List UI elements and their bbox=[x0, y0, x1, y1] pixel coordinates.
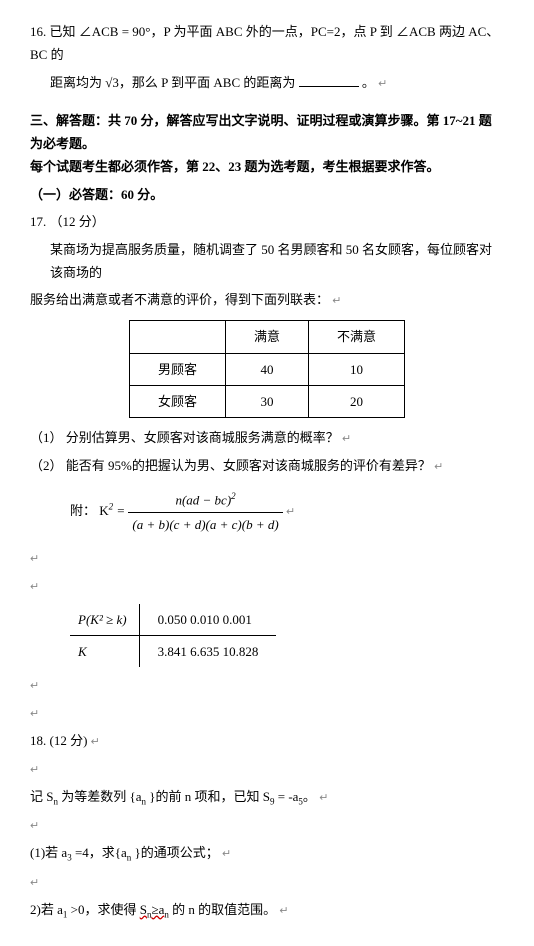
table-cell: 30 bbox=[225, 385, 308, 417]
num-text: n(ad − bc) bbox=[175, 492, 231, 507]
q17-q1-text: （1） 分别估算男、女顾客对该商城服务满意的概率？ bbox=[30, 430, 339, 445]
sup-2: 2 bbox=[109, 502, 114, 512]
q18-p1c: }的前 n 项和，已知 S bbox=[149, 789, 270, 804]
table-cell: 0.050 0.010 0.001 bbox=[139, 604, 276, 636]
q18-head-text: 18. (12 分) bbox=[30, 733, 87, 748]
num-sq: 2 bbox=[231, 491, 236, 501]
q16-blank bbox=[299, 73, 359, 87]
q16-period: 。 bbox=[362, 75, 375, 90]
return-mark-icon: ↵ bbox=[222, 848, 231, 860]
q16-line1: 16. 已知 ∠ACB = 90°，P 为平面 ABC 外的一点，PC=2，点 … bbox=[30, 20, 504, 67]
sub-n: n bbox=[127, 853, 132, 863]
return-mark-icon: ↵ bbox=[30, 708, 39, 720]
return-mark-icon: ↵ bbox=[30, 553, 39, 565]
table-cell: K bbox=[70, 635, 139, 667]
q17-p1: 某商场为提高服务质量，随机调查了 50 名男顾客和 50 名女顾客，每位顾客对该… bbox=[30, 238, 504, 285]
q18-p1a: 记 S bbox=[30, 789, 53, 804]
table-cell: 女顾客 bbox=[129, 385, 225, 417]
return-mark-icon: ↵ bbox=[30, 820, 39, 832]
chi-square-table: P(K² ≥ k) 0.050 0.010 0.001 K 3.841 6.63… bbox=[70, 604, 276, 668]
sub-n: n bbox=[164, 909, 169, 919]
sec3-req: （一）必答题：60 分。 bbox=[30, 187, 163, 202]
k-label: K bbox=[78, 644, 87, 659]
q17-q2-text: （2） 能否有 95%的把握认为男、女顾客对该商城服务的评价有差异？ bbox=[30, 458, 431, 473]
table-cell bbox=[129, 321, 225, 353]
sec3-t2: 每个试题考生都必须作答，第 22、23 题为选考题，考生根据要求作答。 bbox=[30, 159, 440, 174]
underlined-sn: Sn≥an bbox=[140, 902, 169, 917]
table-cell: 满意 bbox=[225, 321, 308, 353]
q18-q2e: 的 n 的取值范围。 bbox=[172, 902, 276, 917]
q18-sub2: 2)若 a1 >0，求使得 Sn≥an 的 n 的取值范围。 ↵ bbox=[30, 898, 504, 923]
q16-text: 距离均为 √3，那么 P 到平面 ABC 的距离为 bbox=[50, 75, 295, 90]
sub-3: 3 bbox=[67, 853, 72, 863]
return-mark-icon: ↵ bbox=[434, 461, 443, 473]
sn: S bbox=[140, 902, 147, 917]
section-3-req: （一）必答题：60 分。 bbox=[30, 183, 504, 206]
pk-label: P(K² ≥ k) bbox=[78, 612, 127, 627]
ge-an: ≥a bbox=[151, 902, 164, 917]
q18-q1a: (1)若 a bbox=[30, 845, 67, 860]
sub-1: 1 bbox=[63, 909, 68, 919]
table-cell: 10 bbox=[309, 353, 405, 385]
eq-sign: = bbox=[116, 503, 128, 518]
q18-p1: 记 Sn 为等差数列 {an }的前 n 项和，已知 S9 = -a5。 ↵ bbox=[30, 785, 504, 810]
q18-sub1: (1)若 a3 =4，求{an }的通项公式； ↵ bbox=[30, 841, 504, 866]
table-row: 女顾客 30 20 bbox=[129, 385, 404, 417]
table-row: 男顾客 40 10 bbox=[129, 353, 404, 385]
survey-table: 满意 不满意 男顾客 40 10 女顾客 30 20 bbox=[129, 320, 405, 418]
table-cell: 20 bbox=[309, 385, 405, 417]
table-cell: P(K² ≥ k) bbox=[70, 604, 139, 636]
return-mark-icon: ↵ bbox=[342, 433, 351, 445]
q18-q2b: >0，求使得 bbox=[71, 902, 140, 917]
sub-n: n bbox=[142, 796, 147, 806]
return-mark-icon: ↵ bbox=[30, 764, 39, 776]
denominator: (a + b)(c + d)(a + c)(b + d) bbox=[128, 513, 282, 536]
q17-p2: 服务给出满意或者不满意的评价，得到下面列联表： ↵ bbox=[30, 288, 504, 312]
numerator: n(ad − bc)2 bbox=[128, 488, 282, 513]
table-cell: 不满意 bbox=[309, 321, 405, 353]
table-cell: 40 bbox=[225, 353, 308, 385]
return-mark-icon: ↵ bbox=[286, 506, 295, 518]
attach-label: 附： K bbox=[70, 503, 109, 518]
return-mark-icon: ↵ bbox=[30, 877, 39, 889]
q18-q1b: =4，求{a bbox=[75, 845, 127, 860]
section-3-title2: 每个试题考生都必须作答，第 22、23 题为选考题，考生根据要求作答。 bbox=[30, 155, 504, 178]
q17-head: 17. （12 分） bbox=[30, 210, 504, 233]
return-mark-icon: ↵ bbox=[91, 736, 100, 748]
return-mark-icon: ↵ bbox=[279, 905, 288, 917]
sec3-t1: 三、解答题：共 70 分，解答应写出文字说明、证明过程或演算步骤。第 17~21… bbox=[30, 113, 492, 151]
q18-head: 18. (12 分) ↵ bbox=[30, 729, 504, 753]
q18-p1b: 为等差数列 {a bbox=[61, 789, 141, 804]
table-row: 满意 不满意 bbox=[129, 321, 404, 353]
q17-p2-text: 服务给出满意或者不满意的评价，得到下面列联表： bbox=[30, 292, 329, 307]
section-3-title: 三、解答题：共 70 分，解答应写出文字说明、证明过程或演算步骤。第 17~21… bbox=[30, 109, 504, 156]
q18-q1c: }的通项公式； bbox=[135, 845, 219, 860]
return-mark-icon: ↵ bbox=[378, 78, 387, 90]
return-mark-icon: ↵ bbox=[332, 295, 341, 307]
table-row: P(K² ≥ k) 0.050 0.010 0.001 bbox=[70, 604, 276, 636]
return-mark-icon: ↵ bbox=[30, 581, 39, 593]
table-cell: 男顾客 bbox=[129, 353, 225, 385]
sub-5: 5 bbox=[298, 796, 303, 806]
table-row: K 3.841 6.635 10.828 bbox=[70, 635, 276, 667]
table-cell: 3.841 6.635 10.828 bbox=[139, 635, 276, 667]
q18-q2a: 2)若 a bbox=[30, 902, 63, 917]
fraction: n(ad − bc)2 (a + b)(c + d)(a + c)(b + d) bbox=[128, 488, 282, 536]
sub-n: n bbox=[53, 796, 58, 806]
q18-p1d: = -a bbox=[278, 789, 299, 804]
q16-line2: 距离均为 √3，那么 P 到平面 ABC 的距离为 。 ↵ bbox=[30, 71, 504, 95]
k-squared-formula: 附： K2 = n(ad − bc)2 (a + b)(c + d)(a + c… bbox=[30, 488, 504, 536]
q17-sub1: （1） 分别估算男、女顾客对该商城服务满意的概率？ ↵ bbox=[30, 426, 504, 450]
return-mark-icon: ↵ bbox=[30, 680, 39, 692]
sub-9: 9 bbox=[270, 796, 275, 806]
return-mark-icon: ↵ bbox=[319, 792, 328, 804]
q17-sub2: （2） 能否有 95%的把握认为男、女顾客对该商城服务的评价有差异？ ↵ bbox=[30, 454, 504, 478]
